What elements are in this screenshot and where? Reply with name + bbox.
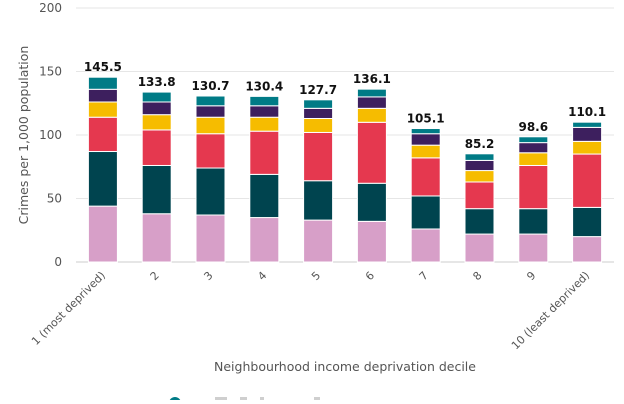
bar-segment [464,159,495,172]
bar-total-label: 98.6 [518,120,548,134]
bar-segment [464,181,495,210]
x-tick-label: 7 [417,269,431,283]
bar-segment [195,133,226,169]
bar-segment [464,153,495,161]
bar-segment [410,195,441,230]
bar-segment [518,142,549,154]
bar-total-labels: 145.5 133.8 130.7 130.4 127.7 136.1 105.1 85.2 9… [84,60,606,151]
bar-segment [87,101,118,118]
bar-segment [141,213,172,263]
bar-segment [464,233,495,263]
bar-segment [410,128,441,135]
bar-segment [356,88,387,98]
bar-segment [303,180,334,221]
bar-segment [464,170,495,183]
bar-segment [518,208,549,235]
bar-total-label: 130.7 [192,79,230,93]
bar-segment [410,133,441,146]
bar-segment [195,214,226,263]
bar-segment [356,182,387,222]
bar-segment [249,217,280,263]
bar-segment [410,157,441,197]
bar-segment [572,236,603,263]
bar-total-label: 145.5 [84,60,122,74]
bar-segment [518,152,549,166]
bar-segment [518,233,549,263]
bar-segment [410,144,441,159]
bar-segment [356,121,387,184]
bar-segment [195,167,226,216]
y-tick-label: 100 [39,128,62,142]
bar-segment [195,105,226,118]
bar-segment [141,164,172,215]
x-tick-label: 10 (least deprived) [509,269,592,352]
bar-segment [249,173,280,219]
bar-segment [249,116,280,132]
bar-segment [141,91,172,103]
bar-segment [572,153,603,208]
bar-segment [141,129,172,166]
bar-segment [572,206,603,238]
bar-segment [303,117,334,133]
bar-segment [195,95,226,107]
bar-segment [356,220,387,263]
bar-segment [87,116,118,153]
x-axis-ticks: 1 (most deprived) 2 3 4 5 6 7 8 910 (least depri… [29,269,592,352]
bar-segment [518,164,549,210]
y-tick-label: 150 [39,65,62,79]
bar-segment [518,136,549,144]
x-tick-label: 4 [255,269,269,283]
bars [87,76,603,263]
bar-total-label: 85.2 [465,137,495,151]
y-tick-label: 200 [39,1,62,15]
y-axis-ticks: 0 50 100 150 200 [39,1,62,269]
bar-segment [572,121,603,128]
x-tick-label: 1 (most deprived) [29,269,108,348]
bar-segment [249,105,280,118]
y-tick-label: 50 [47,192,62,206]
x-tick-label: 6 [363,269,377,283]
bar-total-label: 127.7 [299,83,337,97]
bar-segment [303,107,334,119]
bar-total-label: 110.1 [568,105,606,119]
bar-total-label: 130.4 [245,79,283,93]
bar-segment [303,219,334,263]
bar-total-label: 105.1 [407,112,445,126]
bar-segment [356,107,387,123]
x-tick-label: 3 [201,269,215,283]
bar-total-label: 133.8 [138,75,176,89]
x-tick-label: 9 [524,269,538,283]
bar-segment [87,151,118,207]
x-tick-label: 8 [470,269,484,283]
bar-segment [195,116,226,135]
x-tick-label: 2 [148,269,162,283]
bar-segment [87,205,118,263]
bar-segment [249,95,280,107]
bar-segment [356,96,387,109]
bar-segment [410,228,441,263]
bar-total-label: 136.1 [353,72,391,86]
bar-segment [572,140,603,155]
y-tick-label: 0 [54,255,62,269]
bar-segment [303,131,334,182]
x-axis-title: Neighbourhood income deprivation decile [214,359,476,374]
bar-segment [141,114,172,131]
bar-segment [572,126,603,142]
bar-segment [87,76,118,90]
bar-segment [141,101,172,116]
y-axis-title: Crimes per 1,000 population [16,46,31,225]
bar-segment [303,99,334,109]
bar-segment [87,88,118,103]
bar-segment [249,130,280,175]
x-tick-label: 5 [309,269,323,283]
bar-segment [464,208,495,235]
